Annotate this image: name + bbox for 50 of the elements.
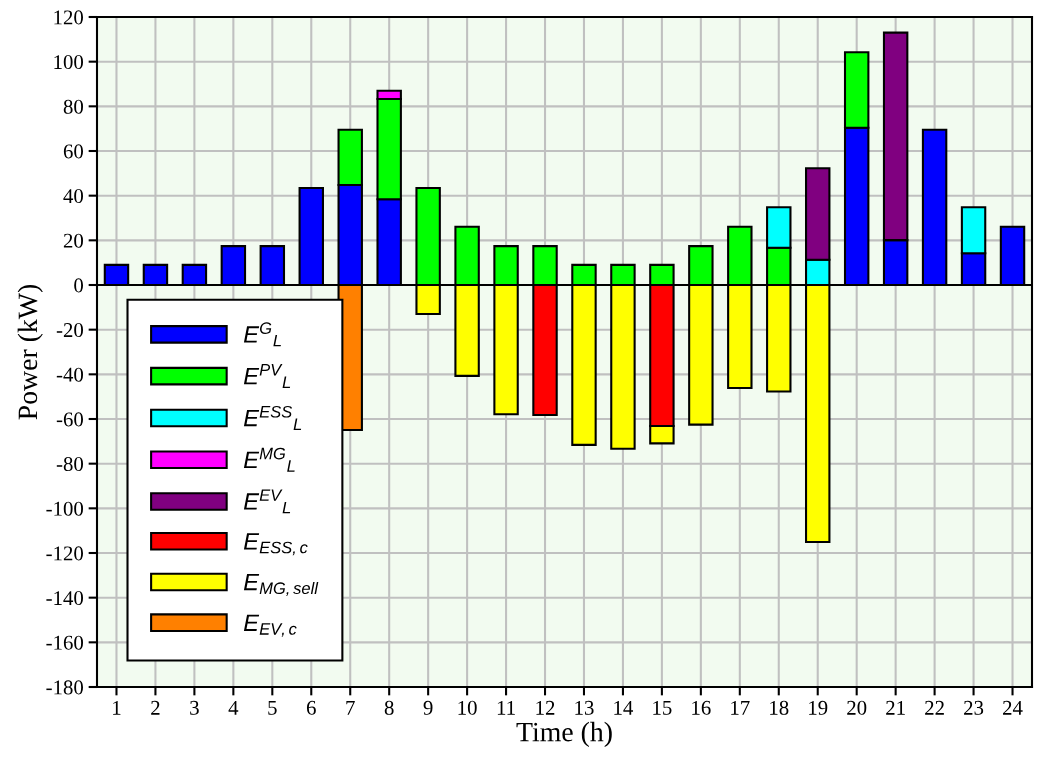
x-tick-label: 7 (346, 701, 355, 715)
x-tick-label: 5 (268, 701, 277, 715)
x-tick-label: 20 (847, 700, 867, 715)
x-tick-label: 1 (113, 700, 121, 715)
y-tick-label: -40 (56, 367, 84, 382)
legend-label: E$^{MG}$$_{L}$ (243, 447, 295, 472)
y-tick-label: -60 (56, 412, 84, 427)
x-tick-label: 17 (731, 700, 750, 715)
x-tick-label: 8 (384, 700, 394, 715)
legend-label: E$^{G}$$_{L}$ (243, 322, 281, 347)
legend-label: E$_{ESS,c}$ (243, 533, 308, 556)
y-tick-label: -100 (46, 501, 84, 516)
y-tick-label: -160 (46, 635, 84, 650)
y-tick-label: 0 (74, 278, 84, 293)
x-tick-label: 15 (653, 700, 672, 715)
y-tick-label: -180 (46, 680, 84, 695)
x-tick-label: 22 (925, 700, 944, 715)
x-tick-label: 13 (575, 700, 594, 715)
y-tick-label: 80 (63, 99, 84, 114)
y-tick-label: 20 (63, 233, 84, 248)
y-tick-label: 60 (63, 144, 84, 159)
x-tick-label: 19 (809, 700, 828, 715)
x-tick-label: 3 (190, 700, 199, 715)
y-tick-label: -80 (56, 457, 84, 472)
x-tick-label: 9 (423, 700, 433, 715)
y-tick-label: 100 (54, 55, 84, 70)
x-tick-label: 11 (497, 700, 515, 715)
y-axis-title: Power (kW) (17, 284, 43, 420)
y-tick-label: -140 (46, 591, 84, 606)
x-tick-label: 24 (1003, 700, 1023, 715)
x-tick-label: 6 (306, 700, 316, 715)
x-tick-label: 4 (228, 700, 239, 715)
legend-label: E$_{EV,c}$ (243, 614, 297, 637)
legend-label: E$^{EV}$$_{L}$ (243, 489, 291, 514)
legend-label: E$^{PV}$$_{L}$ (243, 364, 291, 388)
y-tick-label: -20 (56, 323, 84, 338)
x-tick-label: 2 (151, 700, 160, 715)
y-tick-label: -120 (46, 546, 84, 561)
x-tick-label: 14 (614, 700, 634, 715)
x-tick-label: 10 (458, 700, 477, 715)
x-tick-label: 23 (964, 700, 984, 715)
y-tick-label: 120 (54, 10, 84, 25)
x-tick-label: 12 (536, 700, 555, 715)
x-tick-label: 16 (692, 700, 711, 715)
x-axis-title: Time (h) (516, 721, 612, 748)
x-tick-label: 21 (886, 700, 905, 715)
legend-label: E$^{ESS}$$_{L}$ (243, 405, 302, 430)
y-tick-label: 40 (63, 189, 84, 204)
legend-label: E$_{MG,sell}$ (243, 573, 319, 597)
x-tick-label: 18 (770, 700, 789, 715)
